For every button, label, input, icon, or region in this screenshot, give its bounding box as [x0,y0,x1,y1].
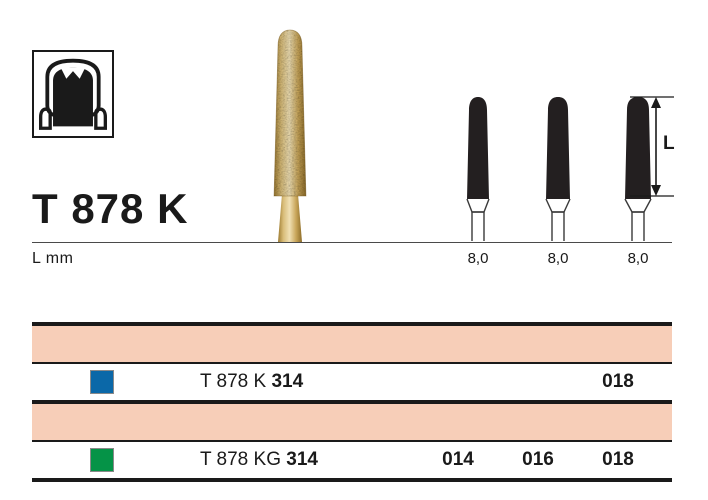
length-dimension-arrow [630,95,690,205]
bur-silhouette-016 [523,95,593,243]
row-size-018: 018 [602,449,634,470]
row-size-018: 018 [602,371,634,392]
row-product-name: T 878 KG 314 [200,448,318,472]
table-rule-1 [32,362,672,364]
page-title: T 878 K [32,185,189,232]
table-rule-bottom [32,478,672,482]
grit-blue-medium-swatch [90,370,114,394]
row-name-prefix: T 878 KG [200,449,287,470]
diamond-bur-photo [258,26,322,242]
length-axis-label: L mm [32,250,74,267]
bur-silhouette-014 [443,95,513,243]
table-row[interactable]: T 878 K 314 018 [32,364,672,400]
table-row[interactable]: T 878 KG 314 014 016 018 [32,442,672,478]
row-size-016: 016 [522,449,554,470]
table-rule-2 [32,400,672,404]
bur-length-016: 8,0 [547,250,569,267]
measurement-baseline [32,242,672,243]
bur-length-014: 8,0 [467,250,489,267]
molar-tooth-preparation-icon [32,50,114,138]
table-rule-top [32,322,672,326]
bur-silhouette-018 [603,95,673,243]
bur-length-018: 8,0 [627,250,649,267]
row-product-name: T 878 K 314 [200,370,303,394]
row-name-code: 314 [286,449,318,470]
table-band-1 [32,326,672,362]
row-name-code: 314 [271,371,304,392]
row-size-014: 014 [442,449,474,470]
grit-green-coarse-swatch [90,448,114,472]
table-band-2 [32,404,672,440]
ordering-table: T 878 K 314 018 T 878 KG 314 014 016 018 [32,322,672,482]
row-name-prefix: T 878 K [200,371,272,392]
length-dimension-label: L [663,133,675,154]
table-rule-3 [32,440,672,442]
